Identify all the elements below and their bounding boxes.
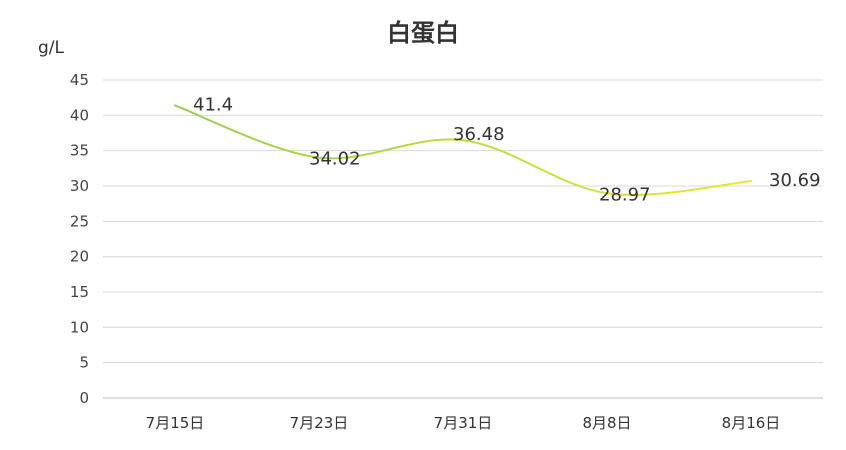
- x-axis-ticks: 7月15日 7月23日 7月31日 8月8日 8月16日: [146, 414, 781, 432]
- y-tick-label: 0: [79, 389, 89, 407]
- x-tick-label: 7月15日: [146, 414, 205, 432]
- data-label: 36.48: [453, 124, 505, 145]
- data-label: 30.69: [769, 170, 821, 191]
- y-tick-label: 25: [70, 212, 89, 230]
- y-tick-label: 45: [70, 71, 89, 89]
- x-tick-label: 7月31日: [434, 414, 493, 432]
- y-tick-label: 20: [70, 248, 89, 266]
- series-albumin: [174, 104, 752, 196]
- y-axis-ticks: 0 5 10 15 20 25 30 35 40 45: [70, 71, 89, 407]
- data-label: 28.97: [599, 184, 651, 205]
- y-tick-label: 35: [70, 142, 89, 160]
- x-tick-label: 7月23日: [290, 414, 349, 432]
- y-tick-label: 10: [70, 318, 89, 336]
- x-tick-label: 8月16日: [722, 414, 781, 432]
- data-label: 34.02: [309, 149, 361, 170]
- y-axis-unit-label: g/L: [38, 38, 65, 58]
- series-line: [174, 104, 752, 196]
- y-tick-label: 15: [70, 283, 89, 301]
- y-tick-label: 5: [79, 354, 89, 372]
- y-tick-label: 40: [70, 106, 89, 124]
- gridlines: [103, 79, 823, 399]
- data-labels: 41.4 34.02 36.48 28.97 30.69: [193, 94, 821, 205]
- data-label: 41.4: [193, 94, 233, 115]
- chart-title: 白蛋白: [387, 19, 459, 47]
- x-tick-label: 8月8日: [582, 414, 631, 432]
- y-tick-label: 30: [70, 177, 89, 195]
